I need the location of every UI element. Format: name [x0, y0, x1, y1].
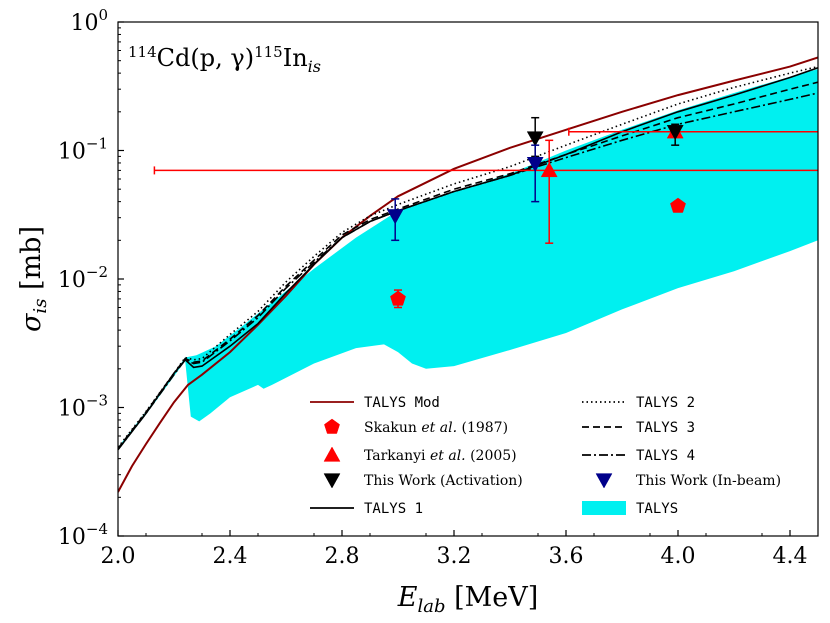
- legend-item-6: TALYS 3: [582, 420, 695, 436]
- tarkanyi-et-al-2005-marker-0: [540, 161, 558, 178]
- legend-swatch-8: [595, 473, 613, 489]
- series-line-talys-3: [118, 81, 818, 449]
- y-tick-label-3: 10−1: [58, 135, 108, 165]
- legend-item-2: Tarkanyi et al. (2005): [323, 446, 517, 464]
- y-tick-label-4: 100: [70, 6, 108, 36]
- legend-item-3: This Work (Activation): [323, 473, 523, 489]
- legend-swatch-1: [324, 418, 340, 434]
- legend-item-1: Skakun et al. (1987): [324, 418, 508, 436]
- this-work-in-beam-marker-0: [386, 209, 404, 225]
- series-line-talys-4: [118, 92, 818, 451]
- legend-swatch-9: [582, 501, 626, 515]
- skakun-et-al-1987-marker-1: [670, 197, 686, 213]
- legend-label-3: This Work (Activation): [364, 473, 523, 489]
- x-tick-label-4.0: 4.0: [661, 544, 696, 569]
- legend-label-5: TALYS 2: [636, 395, 695, 411]
- talys-band: [118, 69, 818, 451]
- x-tick-label-2.0: 2.0: [101, 544, 136, 569]
- x-axis-title: Elab [MeV]: [397, 582, 539, 617]
- legend-item-9: TALYS: [582, 501, 678, 517]
- legend-label-4: TALYS 1: [364, 501, 423, 517]
- legend-item-5: TALYS 2: [582, 395, 695, 411]
- legend-swatch-3: [323, 473, 341, 489]
- y-tick-label-2: 10−2: [58, 263, 108, 293]
- x-tick-label-3.6: 3.6: [549, 544, 584, 569]
- legend-item-7: TALYS 4: [582, 448, 695, 464]
- legend-label-1: Skakun et al. (1987): [364, 420, 508, 436]
- x-tick-label-4.4: 4.4: [773, 544, 808, 569]
- series-line-talys-1: [118, 67, 818, 451]
- this-work-in-beam-marker-1: [526, 157, 544, 173]
- series-line-talys-2: [118, 65, 818, 448]
- legend-swatch-2: [323, 446, 341, 462]
- y-tick-label-0: 10−4: [58, 520, 108, 550]
- legend-label-0: TALYS Mod: [364, 395, 440, 411]
- skakun-et-al-1987-marker-0: [390, 290, 406, 306]
- legend-label-8: This Work (In-beam): [636, 473, 781, 489]
- this-work-activation-marker-0: [526, 131, 544, 147]
- y-tick-label-1: 10−3: [58, 392, 108, 422]
- legend-label-9: TALYS: [636, 501, 678, 517]
- reaction-annotation: 114Cd(p, γ)115Inis: [128, 43, 321, 76]
- legend-label-7: TALYS 4: [636, 448, 695, 464]
- x-tick-label-2.8: 2.8: [325, 544, 360, 569]
- legend-item-0: TALYS Mod: [310, 395, 440, 411]
- legend-label-6: TALYS 3: [636, 420, 695, 436]
- legend-item-4: TALYS 1: [310, 501, 423, 517]
- legend-label-2: Tarkanyi et al. (2005): [364, 448, 517, 464]
- y-axis-title: σis [mb]: [16, 226, 51, 332]
- legend-item-8: This Work (In-beam): [595, 473, 781, 489]
- x-tick-label-3.2: 3.2: [437, 544, 472, 569]
- x-tick-label-2.4: 2.4: [213, 544, 248, 569]
- this-work-activation-marker-1: [666, 125, 684, 141]
